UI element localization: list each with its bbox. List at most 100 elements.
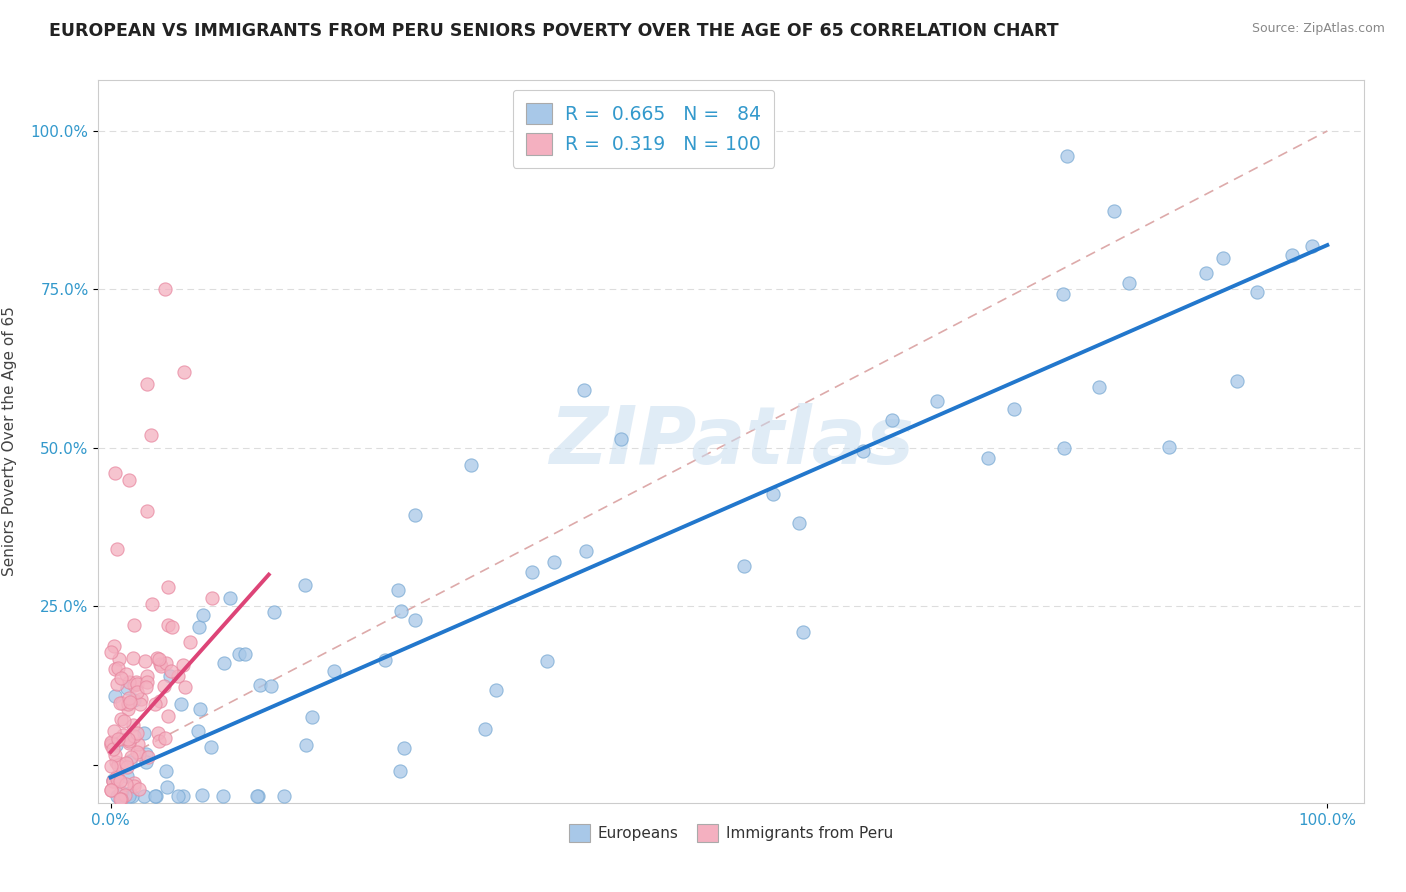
Point (179, 635, 201, 649)
Point (125, 746, 148, 760)
Point (104, 747, 127, 762)
Point (122, 692, 145, 706)
Point (1281, 248, 1303, 262)
Point (792, 625, 814, 640)
Point (125, 675, 148, 690)
Point (129, 692, 152, 706)
Point (111, 728, 134, 742)
Point (157, 580, 180, 594)
Point (114, 756, 136, 771)
Point (105, 772, 128, 786)
Point (108, 808, 131, 822)
Point (104, 467, 127, 481)
Point (485, 683, 508, 698)
Point (160, 664, 183, 678)
Point (159, 669, 181, 683)
Point (1052, 286, 1074, 301)
Point (101, 773, 124, 788)
Point (108, 696, 131, 710)
Point (120, 787, 142, 801)
Point (120, 695, 142, 709)
Point (188, 620, 211, 634)
Point (110, 785, 132, 799)
Point (101, 741, 124, 756)
Point (134, 654, 156, 668)
Point (162, 620, 184, 634)
Point (851, 444, 873, 458)
Point (188, 701, 211, 715)
Point (118, 789, 141, 804)
Point (125, 677, 148, 691)
Point (100, 645, 122, 659)
Point (149, 658, 172, 673)
Point (100, 739, 122, 753)
Point (977, 450, 1000, 465)
Point (121, 789, 143, 804)
Point (122, 729, 145, 743)
Point (387, 582, 409, 597)
Point (101, 773, 124, 788)
Point (110, 712, 132, 726)
Point (105, 755, 128, 769)
Point (107, 732, 129, 747)
Point (114, 788, 136, 802)
Point (124, 678, 146, 692)
Point (392, 740, 415, 755)
Point (174, 680, 197, 694)
Point (108, 786, 131, 800)
Point (128, 747, 150, 762)
Point (110, 792, 132, 806)
Point (228, 648, 250, 662)
Point (110, 792, 132, 806)
Text: ZIPatlas: ZIPatlas (548, 402, 914, 481)
Point (115, 666, 138, 681)
Point (1056, 149, 1078, 163)
Point (117, 697, 139, 711)
Point (167, 669, 190, 683)
Point (156, 780, 179, 795)
Point (136, 377, 159, 392)
Point (112, 714, 135, 729)
Point (191, 608, 214, 623)
Point (100, 736, 122, 750)
Point (134, 789, 156, 804)
Point (128, 781, 150, 796)
Point (135, 747, 157, 762)
Text: Source: ZipAtlas.com: Source: ZipAtlas.com (1251, 22, 1385, 36)
Point (200, 739, 222, 754)
Point (520, 565, 543, 579)
Point (1102, 203, 1125, 218)
Point (122, 618, 145, 632)
Point (1087, 379, 1109, 393)
Point (122, 717, 145, 731)
Point (115, 760, 138, 774)
Point (105, 770, 128, 784)
Point (127, 685, 149, 699)
Point (1157, 440, 1180, 454)
Point (108, 651, 131, 665)
Point (100, 735, 122, 749)
Point (105, 677, 128, 691)
Point (389, 604, 412, 618)
Point (104, 662, 127, 676)
Point (880, 413, 903, 427)
Point (543, 555, 565, 569)
Point (135, 669, 157, 683)
Point (246, 789, 269, 804)
Point (1226, 374, 1249, 388)
Point (135, 755, 157, 769)
Point (1053, 441, 1076, 455)
Point (107, 661, 129, 675)
Point (118, 675, 141, 690)
Point (100, 782, 122, 797)
Point (733, 559, 755, 574)
Point (148, 734, 170, 748)
Point (1195, 267, 1218, 281)
Legend: Europeans, Immigrants from Peru: Europeans, Immigrants from Peru (561, 816, 901, 849)
Point (172, 658, 194, 673)
Point (200, 591, 222, 606)
Point (173, 365, 195, 379)
Point (105, 738, 128, 752)
Point (149, 694, 172, 708)
Point (295, 738, 318, 752)
